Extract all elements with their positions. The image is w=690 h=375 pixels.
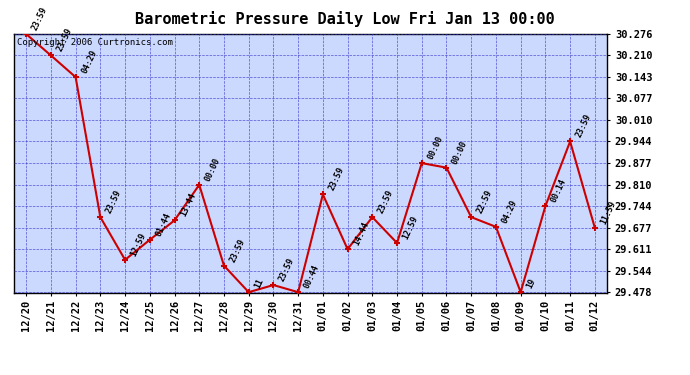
Text: 23:59: 23:59 [327,166,346,192]
Text: 22:59: 22:59 [475,189,494,215]
Text: 23:59: 23:59 [377,189,395,215]
Text: 12:59: 12:59 [129,231,148,258]
Text: 00:00: 00:00 [204,156,222,183]
Text: 23:59: 23:59 [55,27,74,53]
Text: 14:44: 14:44 [352,220,371,247]
Text: 00:00: 00:00 [426,135,444,161]
Text: 23:59: 23:59 [104,189,124,215]
Text: 12:59: 12:59 [401,214,420,241]
Text: 00:00: 00:00 [451,139,469,165]
Text: 11:59: 11:59 [599,199,618,226]
Text: 01:44: 01:44 [154,211,172,238]
Text: 23:59: 23:59 [277,256,296,283]
Text: 23:59: 23:59 [574,113,593,139]
Text: 11: 11 [253,277,265,290]
Text: 00:44: 00:44 [302,264,321,290]
Text: 23:59: 23:59 [228,237,247,264]
Text: Barometric Pressure Daily Low Fri Jan 13 00:00: Barometric Pressure Daily Low Fri Jan 13… [135,11,555,27]
Text: 04:29: 04:29 [500,198,519,225]
Text: 00:14: 00:14 [549,177,569,204]
Text: 04:29: 04:29 [80,48,99,75]
Text: 23:59: 23:59 [30,6,49,32]
Text: 19: 19 [525,277,538,290]
Text: Copyright 2006 Curtronics.com: Copyright 2006 Curtronics.com [17,38,172,46]
Text: 13:44: 13:44 [179,192,197,218]
